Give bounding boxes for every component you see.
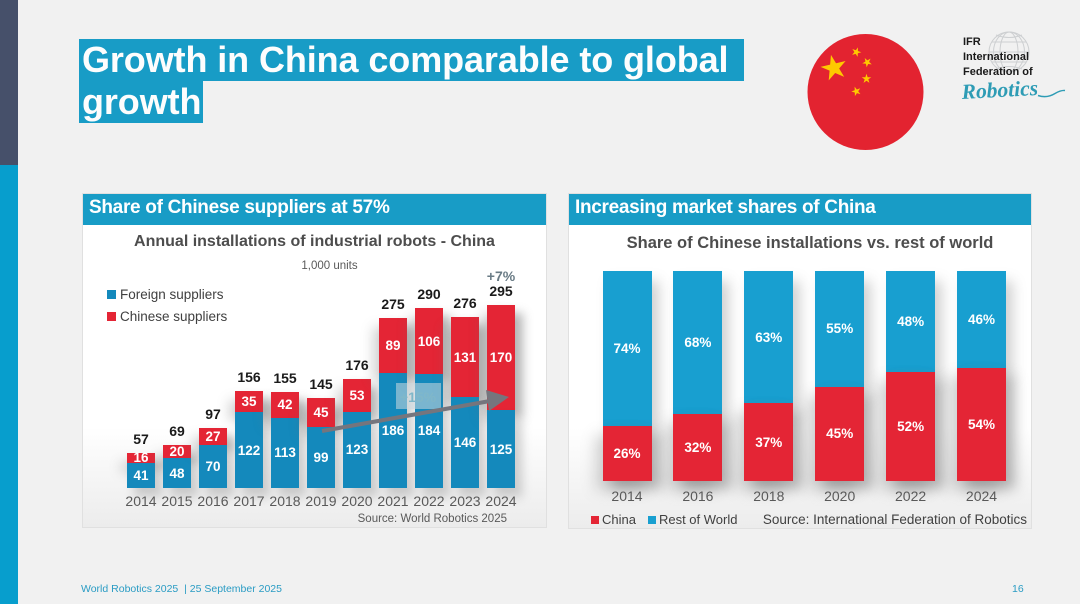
svg-text:Robotics: Robotics xyxy=(961,80,1039,104)
